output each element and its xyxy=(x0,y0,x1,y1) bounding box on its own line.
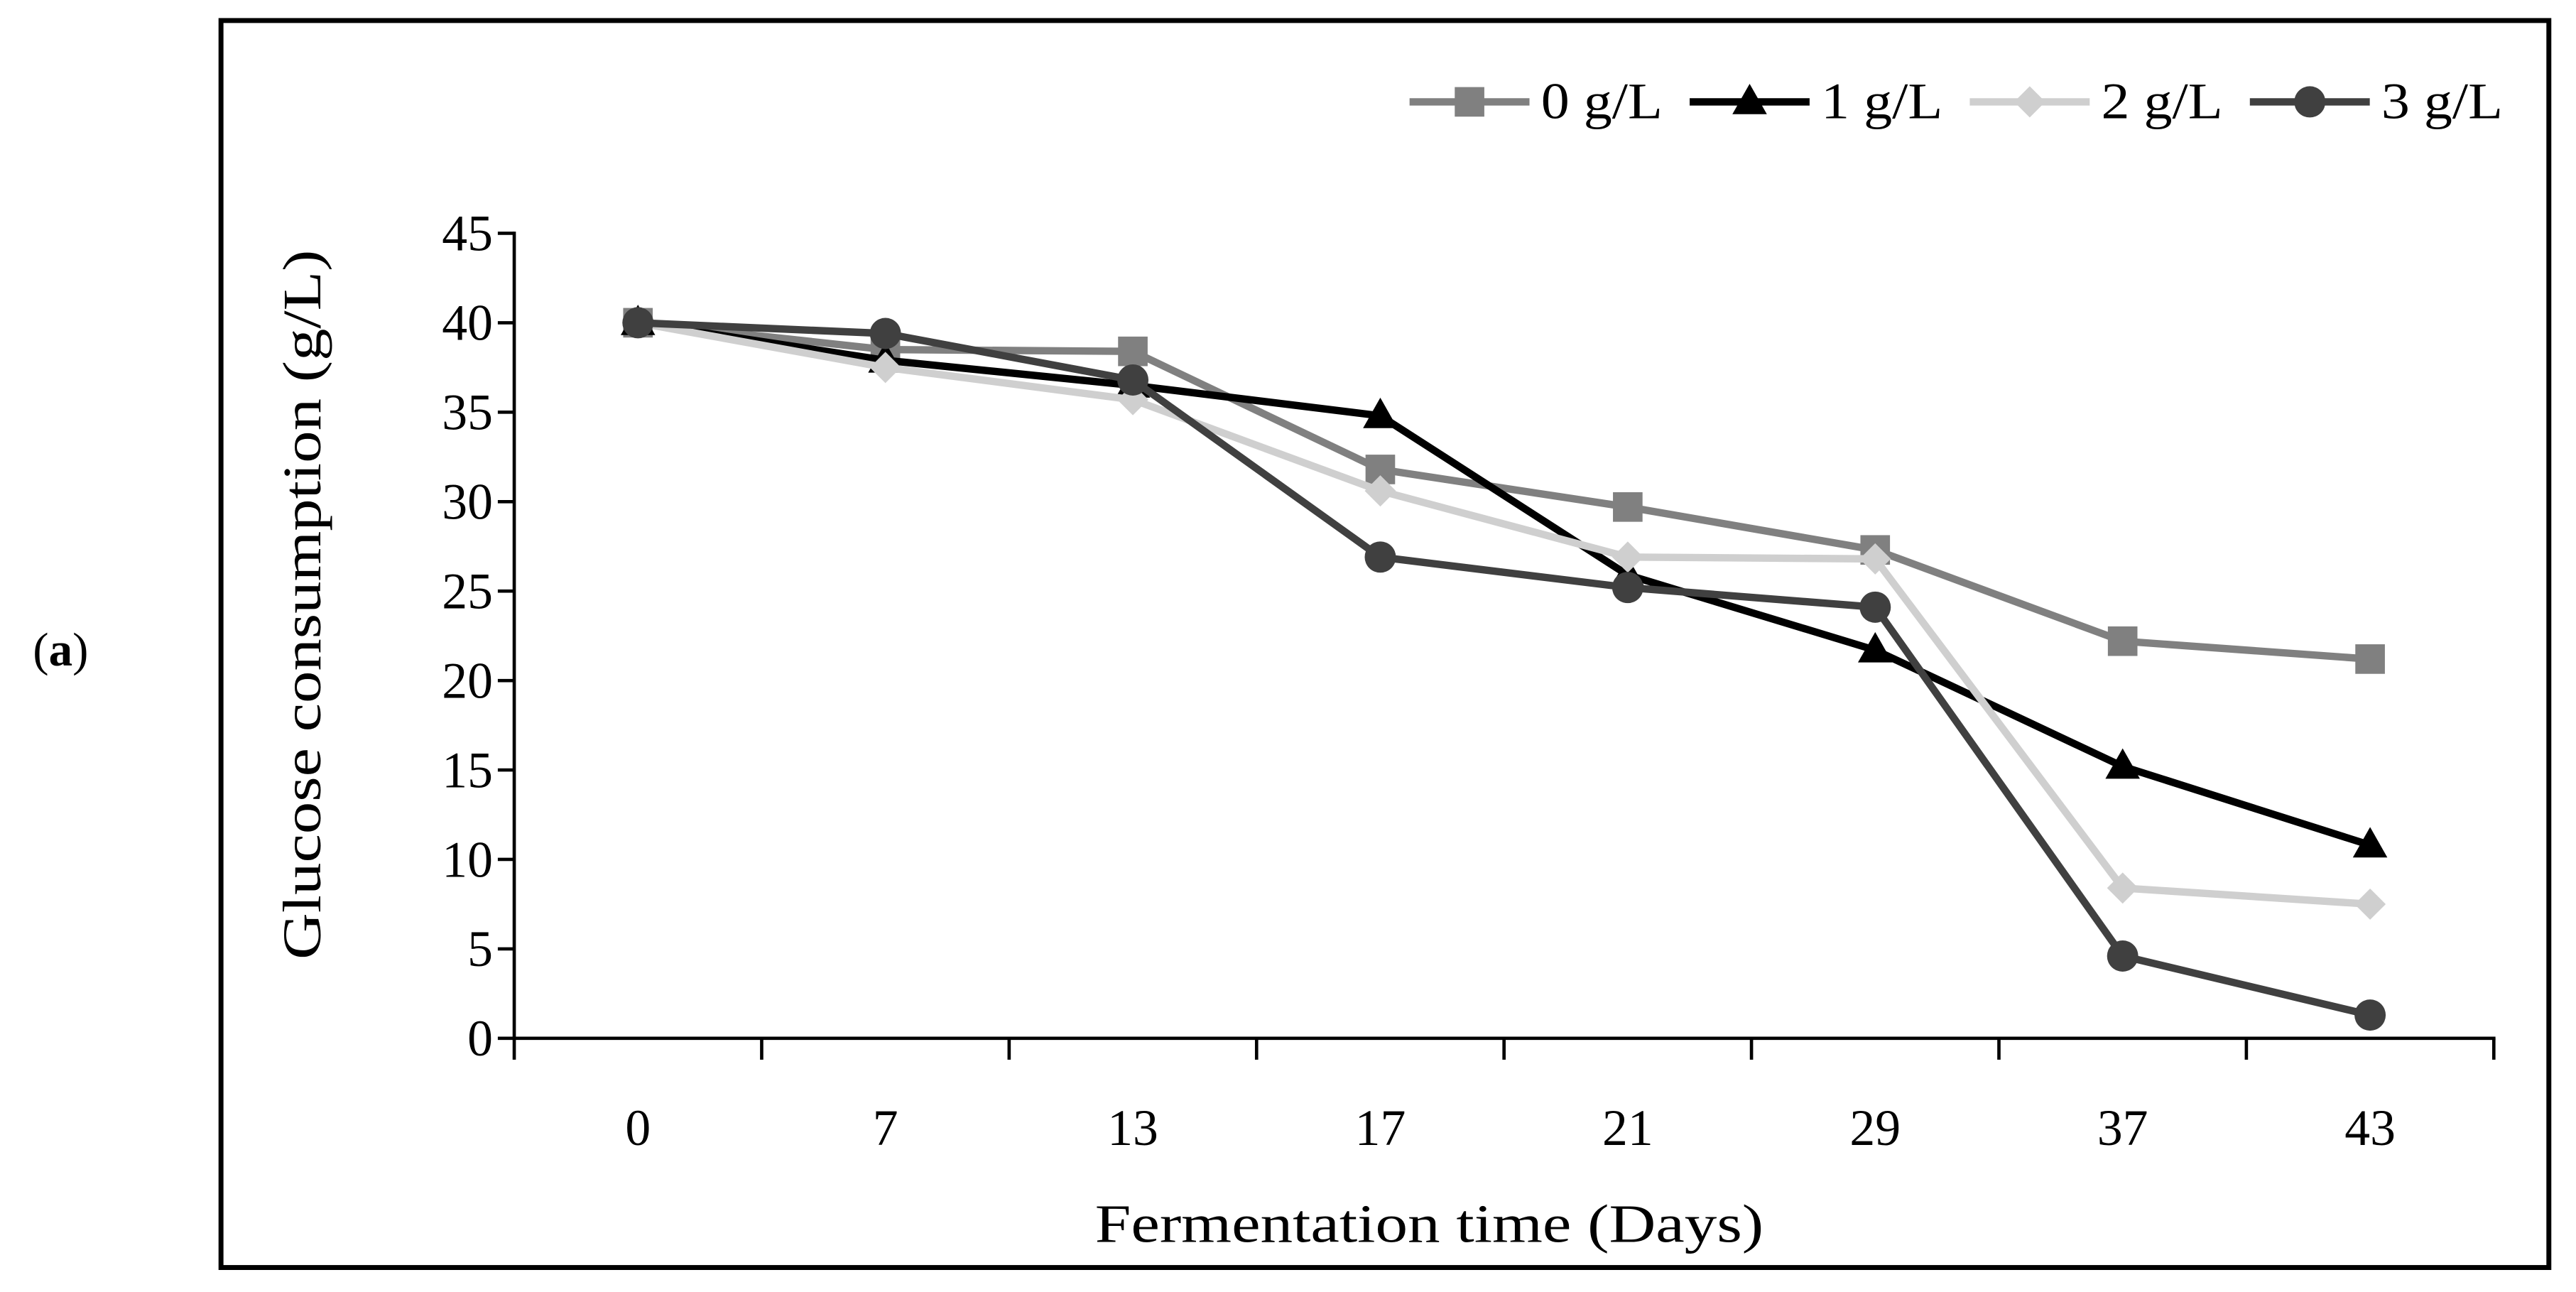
series-3-g-l-point-day-17 xyxy=(1364,541,1396,573)
series-2-g-l-point-day-17 xyxy=(1364,475,1396,507)
series-1-g-l-point-day-17 xyxy=(1363,397,1398,428)
series-0-g-l-point-day-13 xyxy=(1118,336,1148,367)
x-tick-label: 37 xyxy=(2097,1100,2148,1156)
series-1-g-l-point-day-37 xyxy=(2105,748,2140,779)
panel-label: (a) xyxy=(33,623,88,676)
series-0-g-l-point-day-21 xyxy=(1613,492,1643,522)
legend-label-3-g-l: 3 g/L xyxy=(2381,73,2503,130)
y-tick-label: 20 xyxy=(442,652,493,709)
series-3-g-l-line xyxy=(638,319,2371,1019)
x-tick-label: 43 xyxy=(2344,1100,2396,1156)
series-0-g-l-point-day-43 xyxy=(2355,644,2385,674)
legend: 0 g/L 1 g/L 2 g/L 3 g/L xyxy=(1409,73,2503,130)
series-1-g-l-line xyxy=(637,319,2371,849)
y-tick-label: 40 xyxy=(442,295,493,352)
y-tick-label: 35 xyxy=(442,384,493,441)
legend-item-1-g-l: 1 g/L xyxy=(1690,73,1942,130)
series-2-g-l-line xyxy=(637,319,2371,908)
series-3-g-l-point-day-29 xyxy=(1859,591,1891,623)
legend-label-1-g-l: 1 g/L xyxy=(1821,73,1942,130)
x-tick-label: 7 xyxy=(873,1100,898,1156)
series-3-g-l-point-day-13 xyxy=(1117,364,1149,396)
x-axis-title: Fermentation time (Days) xyxy=(1095,1194,1763,1254)
y-axis-title: Glucose consumption (g/L) xyxy=(272,250,332,960)
x-tick-label: 13 xyxy=(1107,1100,1158,1156)
y-ticks: 0 5 10 15 20 25 30 35 40 45 xyxy=(442,205,515,1067)
legend-label-2-g-l: 2 g/L xyxy=(2101,73,2222,130)
series-3-g-l xyxy=(622,307,2386,1031)
series-1-g-l-point-day-43 xyxy=(2352,827,2388,858)
legend-item-2-g-l: 2 g/L xyxy=(1969,73,2223,130)
x-tick-label: 29 xyxy=(1849,1100,1901,1156)
y-tick-label: 5 xyxy=(467,921,493,977)
series-3-g-l-point-day-0 xyxy=(622,307,654,339)
y-tick-label: 10 xyxy=(442,831,493,888)
series-3-g-l-point-day-43 xyxy=(2354,999,2386,1031)
legend-marker-1-g-l xyxy=(1732,83,1767,114)
series-0-g-l-line xyxy=(637,319,2371,663)
legend-label-0-g-l: 0 g/L xyxy=(1541,73,1663,130)
legend-marker-0-g-l xyxy=(1455,87,1484,117)
legend-marker-3-g-l xyxy=(2294,86,2326,118)
series-3-g-l-point-day-7 xyxy=(869,317,901,349)
x-tick-label: 0 xyxy=(625,1100,651,1156)
y-tick-label: 30 xyxy=(442,474,493,531)
legend-item-3-g-l: 3 g/L xyxy=(2249,73,2503,130)
series-3-g-l-point-day-37 xyxy=(2107,940,2138,972)
legend-marker-2-g-l xyxy=(2013,86,2045,118)
legend-item-0-g-l: 0 g/L xyxy=(1409,73,1663,130)
x-tick-label: 21 xyxy=(1602,1100,1653,1156)
y-tick-label: 45 xyxy=(442,205,493,262)
y-tick-label: 15 xyxy=(442,742,493,798)
plot-area xyxy=(620,304,2388,1031)
series-1-g-l-point-day-29 xyxy=(1857,631,1893,663)
chart-border xyxy=(218,18,2552,1271)
y-tick-label: 25 xyxy=(442,563,493,619)
series-2-g-l-point-day-43 xyxy=(2354,888,2386,920)
x-ticks: 0 7 13 17 21 29 37 43 xyxy=(512,1038,2496,1156)
series-2-g-l-point-day-7 xyxy=(869,352,901,384)
y-tick-label: 0 xyxy=(467,1010,493,1067)
series-2-g-l-point-day-29 xyxy=(1859,543,1891,575)
axes: 0 5 10 15 20 25 30 35 40 45 0 7 13 17 21 29 37 43 xyxy=(442,205,2496,1156)
x-tick-label: 17 xyxy=(1355,1100,1406,1156)
series-0-g-l-point-day-37 xyxy=(2107,626,2138,656)
series-3-g-l-point-day-21 xyxy=(1612,572,1643,604)
